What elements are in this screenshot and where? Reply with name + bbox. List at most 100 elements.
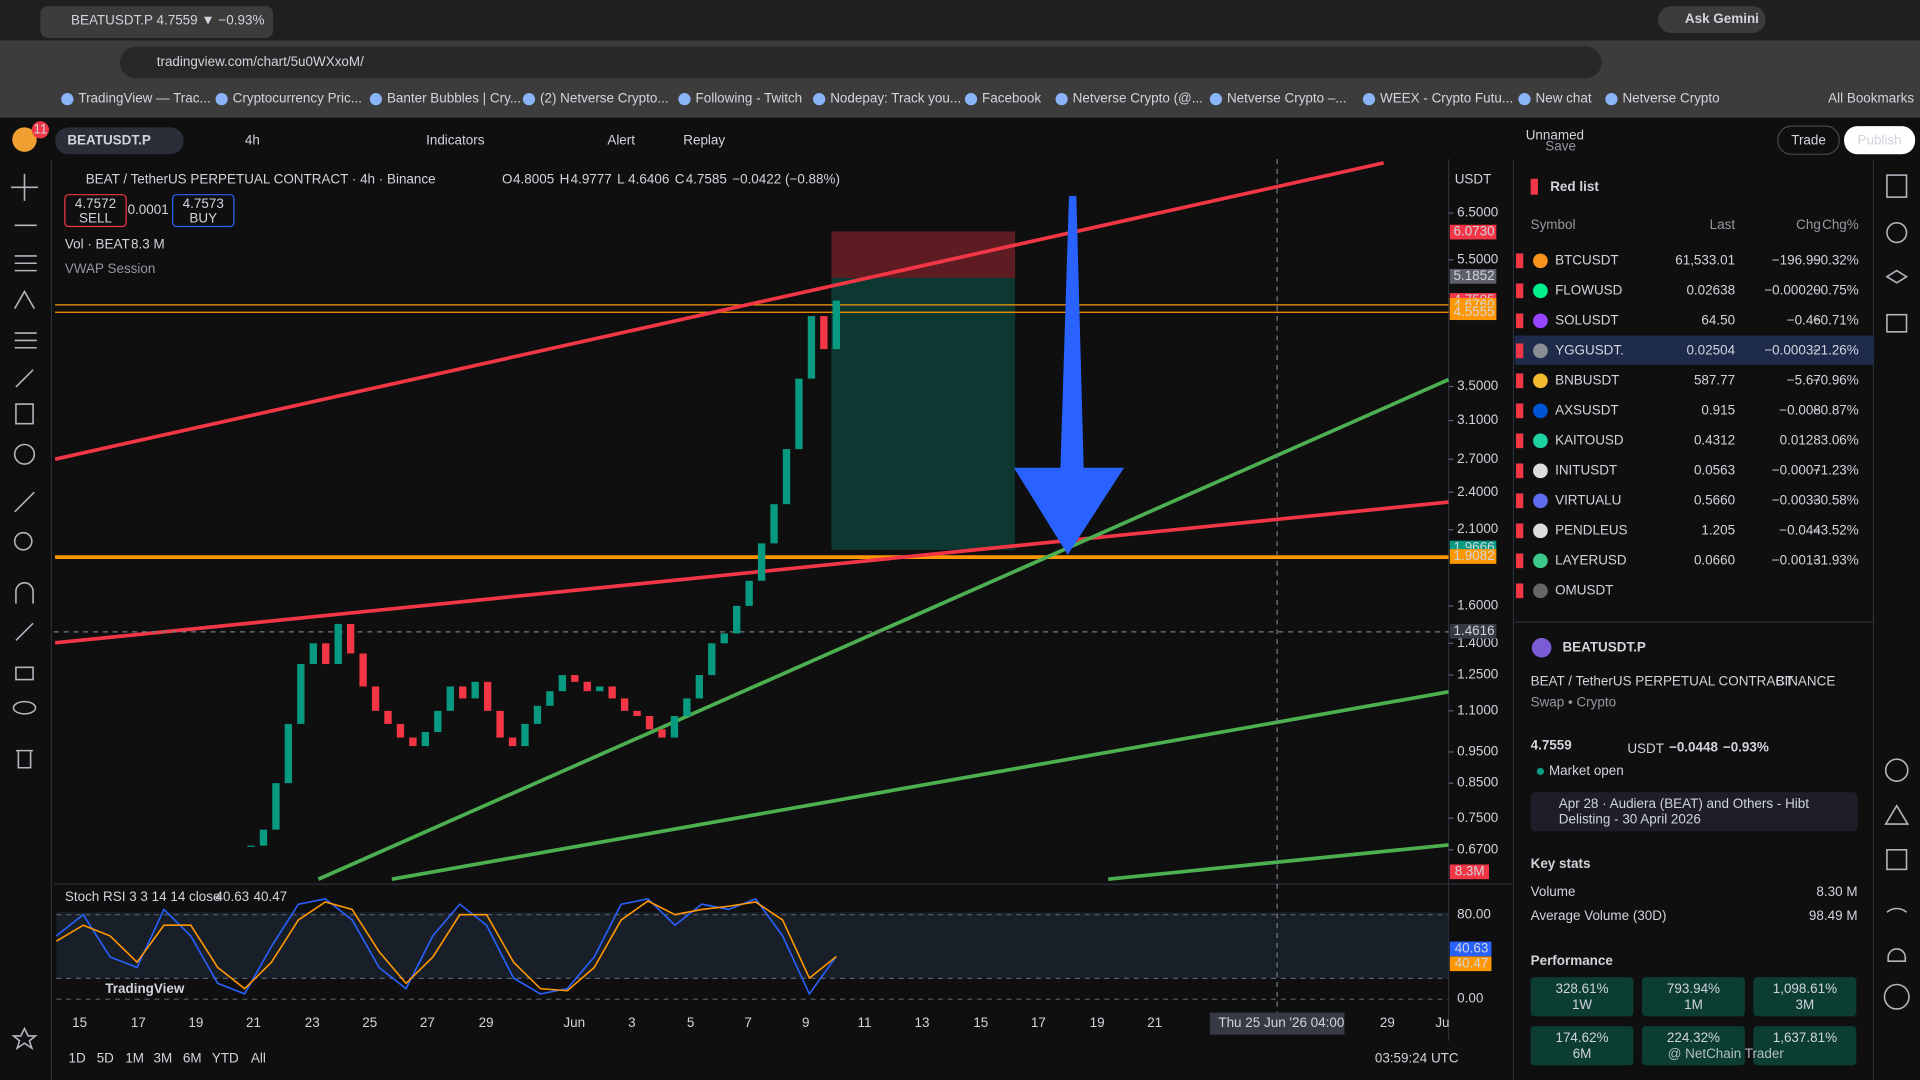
- bookmark[interactable]: (2) Netverse Crypto...: [540, 91, 669, 106]
- ohlc-key: H: [560, 172, 570, 187]
- cell[interactable]: VIRTUALU: [1555, 492, 1621, 507]
- buy-price[interactable]: 4.7573: [183, 196, 224, 211]
- bookmark[interactable]: Netverse Crypto –...: [1227, 91, 1347, 106]
- bookmark[interactable]: Following - Twitch: [696, 91, 803, 106]
- cell[interactable]: INITUSDT: [1555, 462, 1617, 477]
- cell[interactable]: SOLUSDT: [1555, 312, 1619, 327]
- row-flag: [1515, 523, 1524, 539]
- range-button[interactable]: All: [251, 1051, 266, 1066]
- side-icons[interactable]: [1883, 174, 1910, 1010]
- perf-period: 1W: [1572, 997, 1592, 1012]
- cell[interactable]: BNBUSDT: [1555, 372, 1619, 387]
- bookmark[interactable]: Banter Bubbles | Cry...: [387, 91, 521, 106]
- column-header: Symbol: [1531, 217, 1576, 232]
- coin-icon: [1533, 343, 1548, 359]
- candle: [770, 504, 778, 544]
- cell[interactable]: BTCUSDT: [1555, 252, 1619, 267]
- publish-button[interactable]: [1844, 126, 1916, 155]
- y-tick-label: 2.7000: [1457, 451, 1498, 466]
- trade-button[interactable]: [1777, 125, 1840, 155]
- symbol[interactable]: BEATUSDT.P: [67, 132, 150, 147]
- bookmark[interactable]: Nodepay: Track you...: [830, 91, 961, 106]
- buy-label[interactable]: BUY: [189, 211, 217, 226]
- chart-title: BEAT / TetherUS PERPETUAL CONTRACT · 4h …: [86, 172, 436, 187]
- url-field[interactable]: [120, 46, 1602, 79]
- cell[interactable]: OMUSDT: [1555, 582, 1613, 597]
- cell: 64.50: [1701, 312, 1735, 327]
- bookmark[interactable]: Netverse Crypto: [1622, 91, 1719, 106]
- candle: [571, 675, 579, 682]
- x-tick-label: 23: [305, 1015, 320, 1030]
- cell: 0.915: [1701, 402, 1735, 417]
- bookmark[interactable]: Facebook: [982, 91, 1041, 106]
- y-tick-label: 1.1000: [1457, 702, 1498, 717]
- news[interactable]: Apr 28 · Audiera (BEAT) and Others - Hib…: [1559, 796, 1809, 811]
- row-flag: [1515, 403, 1524, 419]
- trade[interactable]: Trade: [1791, 132, 1826, 147]
- bookmark[interactable]: All Bookmarks: [1828, 91, 1914, 106]
- url[interactable]: tradingview.com/chart/5u0WXxoM/: [157, 54, 364, 69]
- indicators[interactable]: Indicators: [426, 132, 485, 147]
- x-tick-label: 3: [628, 1015, 635, 1030]
- details-symbol: BEATUSDT.P: [1562, 639, 1645, 654]
- candle: [546, 691, 554, 706]
- avatar[interactable]: [12, 127, 37, 152]
- k-tag-label: 40.63: [1455, 940, 1489, 955]
- row-flag: [1515, 283, 1524, 299]
- sell-box[interactable]: [64, 194, 127, 228]
- sell-price[interactable]: 4.7572: [75, 196, 116, 211]
- range-button[interactable]: YTD: [212, 1051, 239, 1066]
- candle: [421, 732, 430, 747]
- range-button[interactable]: 1M: [125, 1051, 144, 1066]
- interval[interactable]: 4h: [245, 132, 260, 147]
- tool-icons[interactable]: [11, 173, 38, 1051]
- tab-title[interactable]: BEATUSDT.P 4.7559 ▼ −0.93%: [71, 12, 264, 27]
- range-button[interactable]: 1D: [69, 1051, 86, 1066]
- bookmark[interactable]: WEEX - Crypto Futu...: [1380, 91, 1513, 106]
- right-panel: [1514, 159, 1874, 1080]
- cell[interactable]: LAYERUSD: [1555, 552, 1627, 567]
- cell: 0.0128: [1780, 432, 1821, 447]
- coin-icon: [1533, 463, 1548, 479]
- ohlc-value: 4.7585: [686, 172, 727, 187]
- publish[interactable]: Publish: [1858, 132, 1902, 147]
- sell-label[interactable]: SELL: [79, 211, 112, 226]
- list-title[interactable]: Red list: [1550, 179, 1599, 194]
- cell[interactable]: AXSUSDT: [1555, 402, 1619, 417]
- currency[interactable]: USDT: [1455, 172, 1492, 187]
- bookmark[interactable]: Cryptocurrency Pric...: [233, 91, 362, 106]
- crosshair-date-box: [1209, 1012, 1345, 1035]
- candle: [483, 681, 492, 711]
- price-tag: [1449, 224, 1497, 240]
- news-card[interactable]: [1530, 792, 1858, 832]
- range-button[interactable]: 5D: [97, 1051, 114, 1066]
- perf-box: [1530, 1026, 1634, 1066]
- perf-period: 6M: [1573, 1046, 1592, 1061]
- candle: [645, 716, 654, 730]
- buy-box[interactable]: [172, 194, 235, 228]
- ask-button[interactable]: [1657, 6, 1766, 34]
- row-flag: [1515, 253, 1524, 269]
- ask-gemini[interactable]: Ask Gemini: [1685, 11, 1759, 26]
- cell[interactable]: FLOWUSD: [1555, 282, 1623, 297]
- bookmark[interactable]: Netverse Crypto (@...: [1073, 91, 1203, 106]
- bookmark[interactable]: TradingView — Trac...: [78, 91, 210, 106]
- ohlc-key: C: [675, 172, 685, 187]
- candle: [795, 378, 803, 450]
- alert[interactable]: Alert: [607, 132, 635, 147]
- bookmark[interactable]: New chat: [1536, 91, 1592, 106]
- cell[interactable]: PENDLEUS: [1555, 522, 1628, 537]
- symbol-button[interactable]: [55, 127, 184, 155]
- range-button[interactable]: 3M: [154, 1051, 173, 1066]
- news[interactable]: Delisting - 30 April 2026: [1559, 811, 1701, 826]
- target-zone: [831, 277, 1016, 550]
- cell[interactable]: YGGUSDT.: [1555, 342, 1624, 357]
- range-button[interactable]: 6M: [183, 1051, 202, 1066]
- x-tick-label: 21: [246, 1015, 261, 1030]
- layout-name[interactable]: Unnamed: [1526, 127, 1584, 142]
- cell[interactable]: KAITOUSD: [1555, 432, 1624, 447]
- active-tab[interactable]: [40, 6, 274, 38]
- y-tick-label: 1.4000: [1457, 635, 1498, 650]
- x-tick-label: 19: [188, 1015, 203, 1030]
- replay[interactable]: Replay: [683, 132, 725, 147]
